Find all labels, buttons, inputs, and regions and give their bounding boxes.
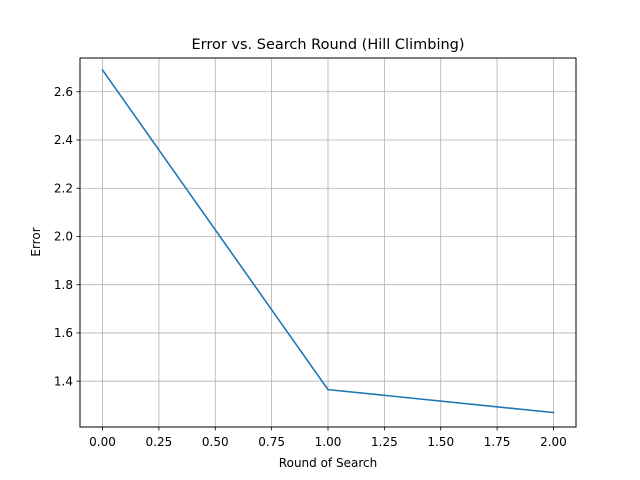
y-tick-label: 1.8 (54, 278, 73, 292)
y-tick-label: 1.4 (54, 374, 73, 388)
x-tick-label: 2.00 (540, 435, 567, 449)
y-ticks: 1.4 1.6 1.8 2.0 2.2 2.4 2.6 (54, 85, 80, 388)
series-layer (101, 68, 555, 414)
y-tick-label: 2.6 (54, 85, 73, 99)
x-ticks: 0.00 0.25 0.50 0.75 1.00 1.25 1.50 1.75 2.00 (89, 427, 567, 449)
y-tick-label: 2.4 (54, 133, 73, 147)
y-tick-label: 2.0 (54, 230, 73, 244)
x-tick-label: 0.25 (146, 435, 173, 449)
x-tick-label: 1.75 (484, 435, 511, 449)
chart-title: Error vs. Search Round (Hill Climbing) (191, 37, 464, 53)
x-tick-label: 1.50 (427, 435, 454, 449)
error-series-line (101, 68, 555, 414)
grid-lines (80, 58, 576, 427)
x-axis-label: Round of Search (279, 456, 377, 470)
x-tick-label: 0.00 (89, 435, 116, 449)
y-tick-label: 1.6 (54, 326, 73, 340)
y-tick-label: 2.2 (54, 181, 73, 195)
x-tick-label: 1.00 (315, 435, 342, 449)
y-axis-label: Error (29, 227, 43, 256)
x-tick-label: 0.75 (258, 435, 285, 449)
x-tick-label: 1.25 (371, 435, 398, 449)
x-tick-label: 0.50 (202, 435, 229, 449)
